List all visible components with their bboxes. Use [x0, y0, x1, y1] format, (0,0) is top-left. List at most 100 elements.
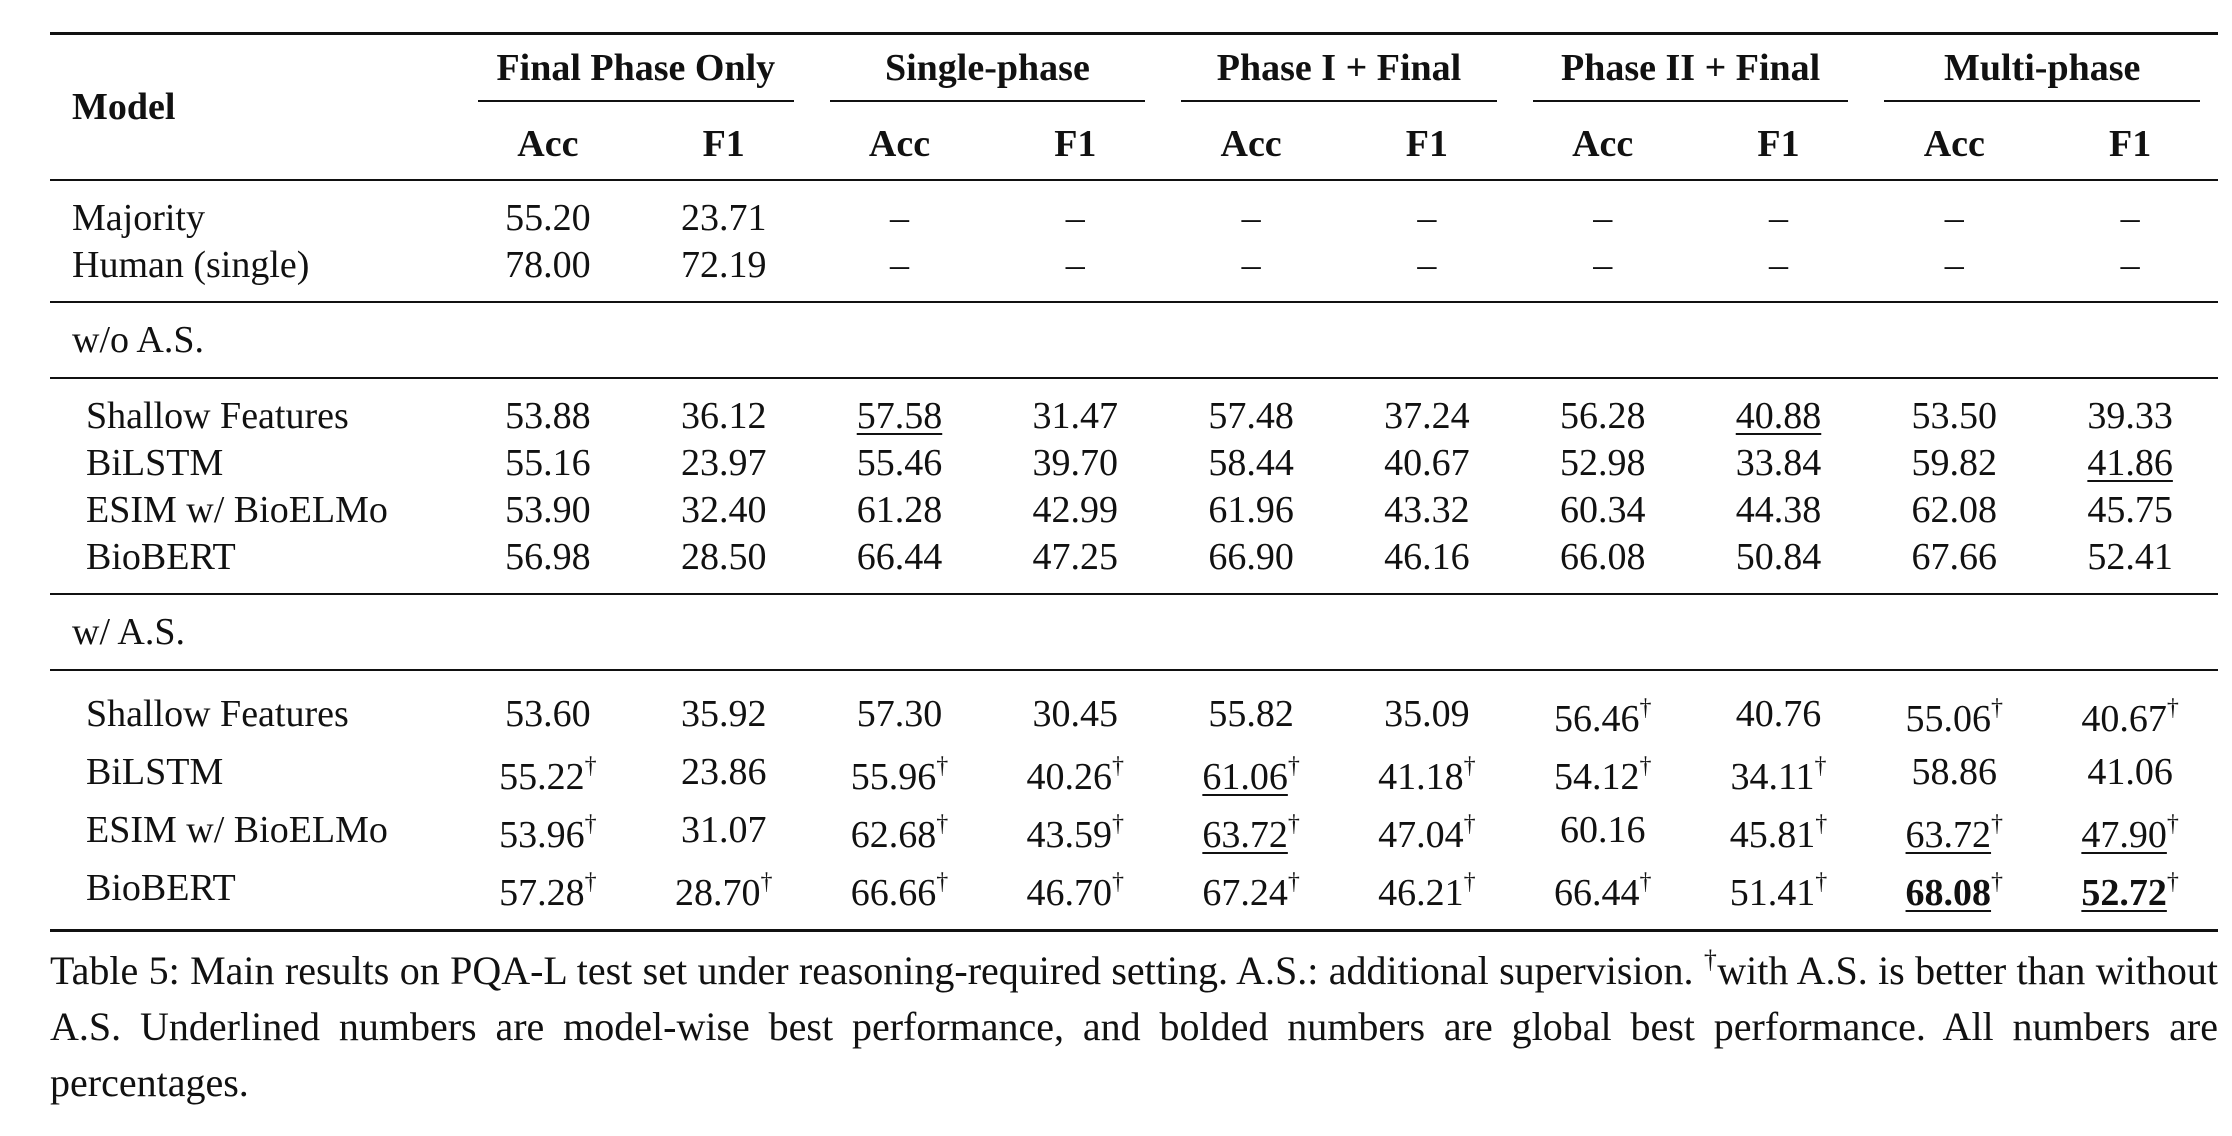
table-cell: – — [1163, 242, 1339, 302]
cell-value: – — [2120, 244, 2140, 286]
cell-value: 60.16 — [1559, 808, 1646, 851]
table-cell: 58.86 — [1866, 743, 2042, 801]
caption-text-continued: with A.S. is better than without A.S. Un… — [50, 948, 2218, 1105]
dagger-mark: † — [1639, 695, 1652, 721]
table-cell: – — [1515, 242, 1691, 302]
cell-value: 40.67 — [1384, 442, 1470, 484]
cell-value: 35.09 — [1384, 692, 1470, 735]
cell-value: 63.72 — [1202, 814, 1288, 856]
cell-value: 59.82 — [1911, 442, 1998, 484]
table-cell: 55.96† — [812, 743, 988, 801]
cell-value: 40.76 — [1735, 692, 1822, 735]
table-cell: 45.75 — [2042, 487, 2218, 534]
cell-value: 32.40 — [680, 489, 767, 531]
dagger-mark: † — [2166, 695, 2179, 721]
cell-value: 51.41 — [1729, 872, 1816, 914]
cell-value: 41.18 — [1378, 756, 1464, 798]
dagger-mark: † — [936, 753, 949, 779]
row-model-name: Human (single) — [72, 244, 310, 286]
dagger-mark: † — [1112, 811, 1125, 837]
table-cell: 66.44† — [1514, 859, 1691, 932]
dagger-mark: † — [1287, 811, 1300, 837]
table-cell: 55.46 — [812, 440, 988, 487]
cell-value: 36.12 — [680, 395, 767, 437]
caption-text: Table 5: Main results on PQA-L test set … — [50, 948, 1704, 993]
cell-value: 62.08 — [1911, 489, 1998, 531]
table-cell: 44.38 — [1691, 487, 1867, 534]
cell-value: – — [1065, 197, 1085, 239]
cell-value: 60.34 — [1559, 489, 1646, 531]
cell-value: 63.72 — [1905, 814, 1992, 856]
table-cell: – — [2042, 242, 2218, 302]
table-cell: 57.58 — [812, 378, 988, 440]
table-row: BiLSTM 55.16 23.97 55.46 39.70 58.44 40.67 52.9… — [50, 440, 2218, 487]
cell-value: – — [1944, 197, 1964, 239]
table-cell: 35.92 — [636, 670, 812, 743]
cell-value: 34.11 — [1730, 756, 1815, 798]
table-cell: 47.04† — [1339, 801, 1515, 859]
table-cell: 61.28 — [812, 487, 988, 534]
table-row: Shallow Features 53.88 36.12 57.58 31.47 57.4… — [50, 378, 2218, 440]
table-cell: 66.66† — [811, 859, 988, 932]
cell-value: 55.96 — [850, 756, 937, 798]
cell-value: 53.50 — [1911, 395, 1998, 437]
cell-value: 55.46 — [856, 442, 943, 484]
cell-value: 41.86 — [2087, 442, 2173, 484]
table-cell: 42.99 — [987, 487, 1163, 534]
metric-header: F1 — [1405, 123, 1448, 165]
model-column-header: Model — [50, 32, 460, 180]
table-row: BioBERT 57.28† 28.70† 66.66† 46.70† 67.24† 46.… — [50, 859, 2219, 932]
table-cell: 30.45 — [987, 670, 1163, 743]
cell-value: 40.88 — [1735, 395, 1822, 437]
table-row: Human (single) 78.00 72.19 – – – – – – – – — [50, 242, 2218, 302]
dagger-mark: † — [584, 753, 597, 779]
table-cell: – — [1514, 179, 1691, 242]
cell-value: 54.12 — [1553, 756, 1640, 798]
metric-header: F1 — [2109, 123, 2152, 165]
table-cell: 51.41† — [1690, 859, 1867, 932]
table-cell: 53.96† — [460, 801, 636, 859]
metric-header: Acc — [1923, 123, 1985, 165]
cell-value: 44.38 — [1735, 489, 1822, 531]
cell-value: 66.66 — [850, 872, 937, 914]
table-cell: 68.08† — [1866, 859, 2043, 932]
table-row: BiLSTM 55.22† 23.86 55.96† 40.26† 61.06† 41.18… — [50, 743, 2218, 801]
cell-value: 56.46 — [1553, 698, 1640, 740]
table-cell: 46.16 — [1339, 534, 1515, 594]
cell-value: 45.81 — [1729, 814, 1816, 856]
table-cell: 40.88 — [1691, 378, 1867, 440]
cell-value: 55.22 — [499, 756, 585, 798]
metric-header: F1 — [702, 123, 745, 165]
table-cell: 60.16 — [1515, 801, 1691, 859]
table-cell: 55.22† — [460, 743, 636, 801]
row-model-name: Shallow Features — [86, 395, 349, 437]
table-cell: 60.34 — [1515, 487, 1691, 534]
cell-value: 57.28 — [499, 872, 585, 914]
cell-value: 62.68 — [850, 814, 937, 856]
dagger-mark: † — [1815, 869, 1828, 895]
metric-header-row: Acc F1 Acc F1 Acc F1 Acc F1 Acc F1 — [50, 109, 2218, 180]
table-cell: 23.71 — [635, 179, 812, 242]
cell-value: 31.47 — [1032, 395, 1119, 437]
table-cell: 62.68† — [812, 801, 988, 859]
cell-value: – — [1593, 197, 1613, 239]
dagger-mark: † — [1991, 811, 2004, 837]
group-header-phase-ii-final: Phase II + Final — [1514, 32, 1867, 109]
table-cell: 57.28† — [460, 859, 636, 932]
cell-value: – — [1944, 244, 1964, 286]
cell-value: 28.70 — [674, 872, 761, 914]
table-cell: – — [1339, 242, 1515, 302]
table-row: ESIM w/ BioELMo 53.96† 31.07 62.68† 43.59† 63… — [50, 801, 2218, 859]
cell-value: 53.96 — [499, 814, 585, 856]
table-cell: 41.18† — [1339, 743, 1515, 801]
dagger-mark: † — [1287, 869, 1300, 895]
table-cell: 43.32 — [1339, 487, 1515, 534]
group-header-row: Model Final Phase Only Single-phase Phas… — [50, 32, 2219, 180]
cell-value: – — [1593, 244, 1613, 286]
table-cell: 37.24 — [1339, 378, 1515, 440]
table-cell: 47.90† — [2042, 801, 2218, 859]
group-header-phase-i-final: Phase I + Final — [1163, 32, 1515, 109]
cell-value: 37.24 — [1384, 395, 1470, 437]
table-cell: 40.26† — [987, 743, 1163, 801]
table-cell: 61.96 — [1163, 487, 1339, 534]
